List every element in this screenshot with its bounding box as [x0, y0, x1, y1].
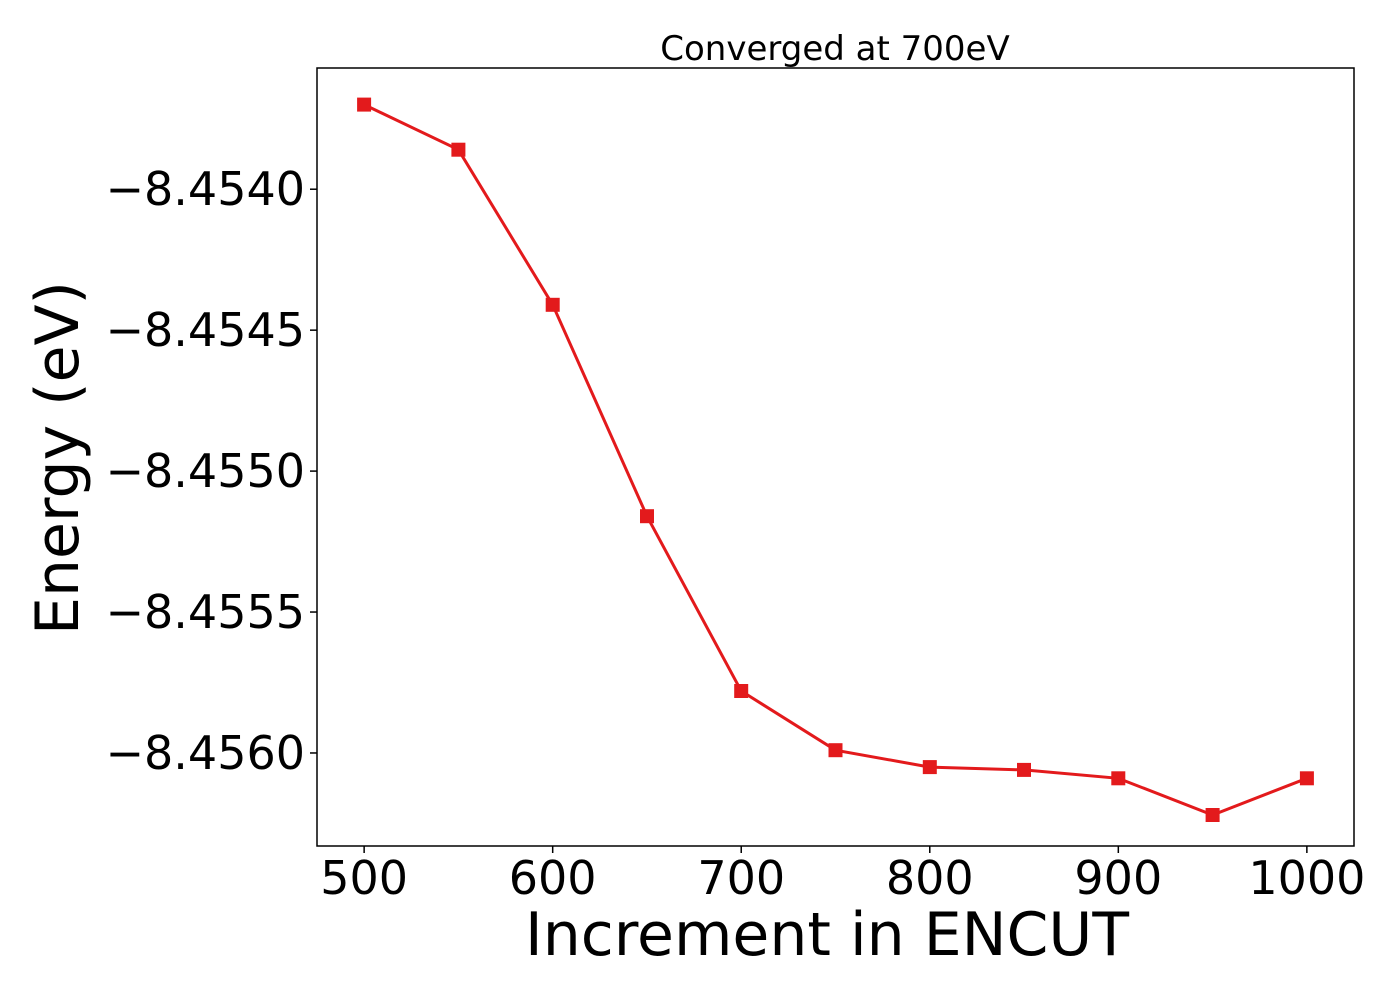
x-tick-label: 900 — [1074, 851, 1162, 905]
series-line-0 — [363, 103, 1308, 817]
y-tick-label: −8.4540 — [106, 162, 306, 216]
y-axis-title: Energy (eV) — [23, 281, 93, 635]
data-point-550 — [451, 142, 466, 157]
data-point-700 — [734, 684, 749, 698]
y-tick-label: −8.4555 — [106, 585, 306, 639]
y-tick-label: −8.4550 — [106, 444, 306, 498]
y-axis: −8.4540 −8.4545 −8.4550 −8.4555 −8.4560 — [106, 162, 317, 780]
chart-title: Converged at 700eV — [660, 29, 1009, 69]
y-tick-label: −8.4545 — [106, 303, 306, 357]
data-point-850 — [1017, 762, 1031, 777]
x-tick-label: 1000 — [1248, 851, 1365, 905]
data-point-600 — [545, 297, 560, 312]
data-point-950 — [1205, 808, 1220, 822]
data-point-900 — [1111, 771, 1126, 786]
data-point-1000 — [1299, 771, 1314, 786]
x-tick-label: 500 — [320, 851, 408, 905]
y-tick-label: −8.4560 — [106, 726, 306, 780]
data-point-650 — [640, 509, 654, 524]
x-tick-label: 800 — [886, 851, 974, 905]
x-tick-label: 700 — [697, 851, 785, 905]
plot-frame — [316, 67, 1355, 847]
x-axis: 500 600 700 800 900 1000 — [320, 846, 1365, 905]
data-point-800 — [922, 760, 937, 775]
data-point-750 — [828, 743, 843, 758]
data-point-500 — [357, 97, 372, 112]
x-tick-label: 600 — [509, 851, 597, 905]
x-axis-title: Increment in ENCUT — [525, 900, 1129, 970]
plot-area — [357, 97, 1314, 822]
